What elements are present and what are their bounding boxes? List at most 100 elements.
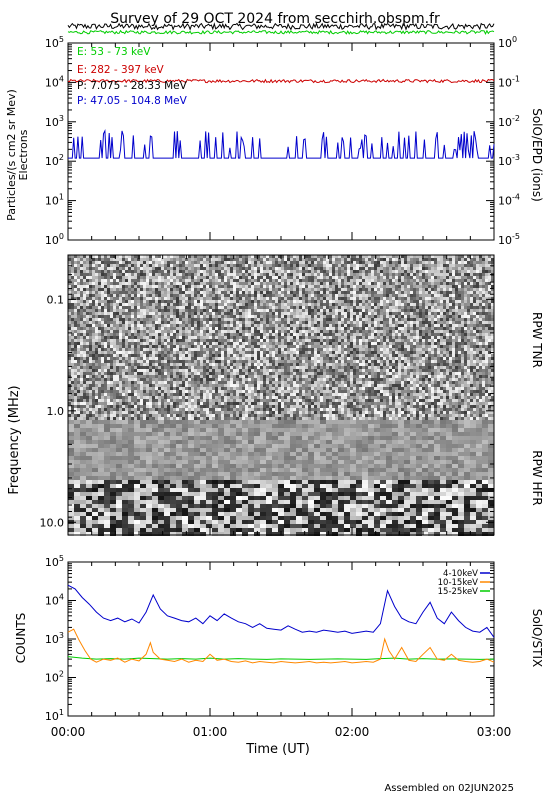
rpw-cell — [440, 342, 443, 345]
rpw-cell — [275, 354, 278, 357]
rpw-cell — [392, 297, 395, 300]
epd-ytick-label-right: 10-2 — [498, 114, 520, 129]
rpw-cell — [191, 297, 194, 300]
rpw-cell — [275, 288, 278, 291]
rpw-cell — [467, 348, 470, 351]
rpw-cell — [185, 297, 188, 300]
rpw-cell — [482, 294, 485, 297]
rpw-cell — [266, 258, 269, 261]
rpw-cell — [353, 270, 356, 273]
rpw-cell — [413, 264, 416, 267]
rpw-cell — [272, 345, 275, 348]
rpw-cell — [446, 261, 449, 264]
rpw-cell — [422, 258, 425, 261]
rpw-cell — [260, 270, 263, 273]
rpw-cell — [143, 348, 146, 351]
rpw-cell — [395, 351, 398, 354]
rpw-cell — [155, 285, 158, 288]
rpw-cell — [323, 267, 326, 270]
rpw-cell — [446, 330, 449, 333]
rpw-cell — [488, 324, 491, 327]
rpw-cell — [275, 279, 278, 282]
rpw-cell — [425, 315, 428, 318]
rpw-cell — [206, 297, 209, 300]
rpw-cell — [404, 288, 407, 291]
rpw-cell — [452, 288, 455, 291]
rpw-cell — [191, 345, 194, 348]
rpw-cell — [233, 276, 236, 279]
rpw-cell — [488, 267, 491, 270]
rpw-cell — [314, 318, 317, 321]
rpw-cell — [458, 267, 461, 270]
rpw-cell — [374, 264, 377, 267]
rpw-cell — [326, 321, 329, 324]
rpw-cell — [272, 327, 275, 330]
rpw-cell — [251, 273, 254, 276]
rpw-cell — [155, 294, 158, 297]
rpw-cell — [440, 345, 443, 348]
rpw-cell — [311, 264, 314, 267]
rpw-cell — [413, 300, 416, 303]
rpw-cell — [446, 342, 449, 345]
rpw-cell — [419, 261, 422, 264]
rpw-cell — [89, 261, 92, 264]
rpw-cell — [146, 348, 149, 351]
rpw-cell — [95, 318, 98, 321]
rpw-cell — [68, 330, 71, 333]
rpw-cell — [254, 315, 257, 318]
rpw-cell — [491, 354, 494, 357]
rpw-cell — [155, 333, 158, 336]
rpw-cell — [377, 348, 380, 351]
rpw-cell — [320, 324, 323, 327]
rpw-cell — [164, 297, 167, 300]
rpw-cell — [368, 327, 371, 330]
rpw-cell — [125, 318, 128, 321]
rpw-cell — [326, 312, 329, 315]
rpw-cell — [431, 345, 434, 348]
rpw-cell — [410, 276, 413, 279]
rpw-cell — [260, 327, 263, 330]
rpw-cell — [287, 291, 290, 294]
rpw-cell — [110, 270, 113, 273]
rpw-cell — [449, 273, 452, 276]
rpw-cell — [149, 324, 152, 327]
rpw-cell — [479, 294, 482, 297]
rpw-cell — [272, 264, 275, 267]
rpw-cell — [341, 327, 344, 330]
rpw-cell — [146, 264, 149, 267]
rpw-cell — [251, 309, 254, 312]
rpw-cell — [221, 351, 224, 354]
rpw-cell — [227, 288, 230, 291]
rpw-cell — [80, 255, 83, 258]
rpw-cell — [182, 294, 185, 297]
rpw-cell — [386, 315, 389, 318]
rpw-cell — [164, 264, 167, 267]
rpw-cell — [206, 276, 209, 279]
rpw-cell — [260, 258, 263, 261]
rpw-cell — [437, 288, 440, 291]
rpw-cell — [395, 297, 398, 300]
rpw-cell — [164, 312, 167, 315]
rpw-cell — [176, 333, 179, 336]
rpw-cell — [74, 288, 77, 291]
rpw-cell — [221, 336, 224, 339]
rpw-cell — [488, 276, 491, 279]
rpw-cell — [353, 294, 356, 297]
rpw-cell — [77, 276, 80, 279]
rpw-cell — [272, 282, 275, 285]
rpw-cell — [113, 279, 116, 282]
rpw-cell — [467, 327, 470, 330]
rpw-cell — [302, 324, 305, 327]
rpw-cell — [449, 321, 452, 324]
rpw-cell — [410, 312, 413, 315]
rpw-cell — [245, 306, 248, 309]
rpw-cell — [77, 336, 80, 339]
rpw-cell — [401, 303, 404, 306]
rpw-cell — [176, 297, 179, 300]
rpw-cell — [77, 306, 80, 309]
rpw-cell — [383, 270, 386, 273]
rpw-cell — [83, 327, 86, 330]
rpw-cell — [74, 324, 77, 327]
rpw-cell — [275, 294, 278, 297]
rpw-cell — [143, 324, 146, 327]
